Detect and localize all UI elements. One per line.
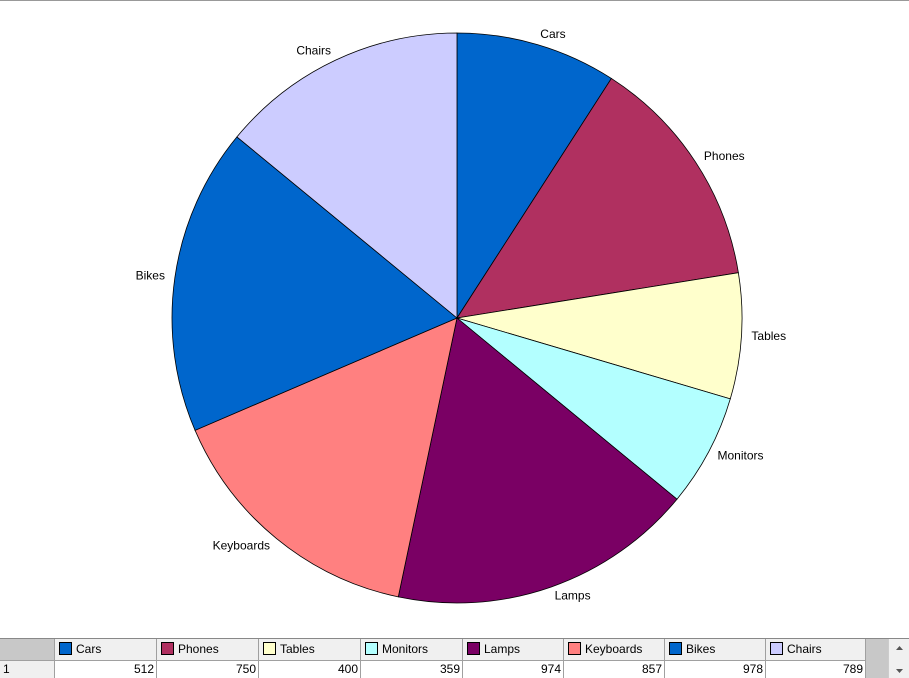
legend-swatch <box>161 642 174 655</box>
slice-label: Lamps <box>555 589 591 603</box>
legend-label: Lamps <box>484 642 521 656</box>
slice-label: Phones <box>704 149 745 163</box>
value-cell: 400 <box>259 661 361 678</box>
slice-label: Cars <box>540 27 565 41</box>
legend-label: Chairs <box>787 642 822 656</box>
legend-label: Phones <box>178 642 219 656</box>
value-cell: 978 <box>665 661 766 678</box>
pie-slice <box>236 32 458 319</box>
slice-label: Tables <box>751 329 786 343</box>
legend-swatch <box>568 642 581 655</box>
scroll-arrows <box>896 646 903 673</box>
pie-slice <box>456 32 612 320</box>
value-cell: 789 <box>766 661 866 678</box>
legend-label: Bikes <box>686 642 716 656</box>
legend-swatch <box>59 642 72 655</box>
corner-cell <box>0 639 55 661</box>
legend-swatch <box>365 642 378 655</box>
pie-slice <box>397 317 678 604</box>
column-header: Keyboards <box>564 639 665 661</box>
grid-filler <box>866 639 888 678</box>
scrollbar[interactable] <box>888 639 909 678</box>
pie-slice <box>456 317 731 500</box>
slice-label: Chairs <box>296 43 331 57</box>
legend-label: Monitors <box>382 642 429 656</box>
slice-label: Keyboards <box>213 538 270 552</box>
column-header: Tables <box>259 639 361 661</box>
legend-swatch <box>770 642 783 655</box>
value-cell: 512 <box>55 661 157 678</box>
legend-label: Keyboards <box>585 642 643 656</box>
value-cell: 857 <box>564 661 665 678</box>
pie-slice <box>456 77 739 319</box>
column-header: Lamps <box>463 639 564 661</box>
pie-slice <box>194 317 458 598</box>
slice-label: Monitors <box>718 449 764 463</box>
pie-slice <box>456 272 743 400</box>
row-label: 1 <box>0 661 55 678</box>
legend-swatch <box>263 642 276 655</box>
pie-slice <box>171 136 458 431</box>
value-cell: 359 <box>361 661 463 678</box>
legend-label: Tables <box>280 642 315 656</box>
value-cell: 750 <box>157 661 259 678</box>
legend-swatch <box>467 642 480 655</box>
column-header: Bikes <box>665 639 766 661</box>
column-header: Chairs <box>766 639 866 661</box>
column-header: Phones <box>157 639 259 661</box>
legend-swatch <box>669 642 682 655</box>
column-header: Monitors <box>361 639 463 661</box>
value-cell: 974 <box>463 661 564 678</box>
slice-label: Bikes <box>136 269 165 283</box>
column-header: Cars <box>55 639 157 661</box>
legend-label: Cars <box>76 642 102 656</box>
data-grid: Cars 512 Phones 750 Tables 400 Monitors 359 Lamp… <box>0 638 909 678</box>
chart: Cars Phones Tables Monitors Lamps Keyboards Bi… <box>136 27 786 604</box>
